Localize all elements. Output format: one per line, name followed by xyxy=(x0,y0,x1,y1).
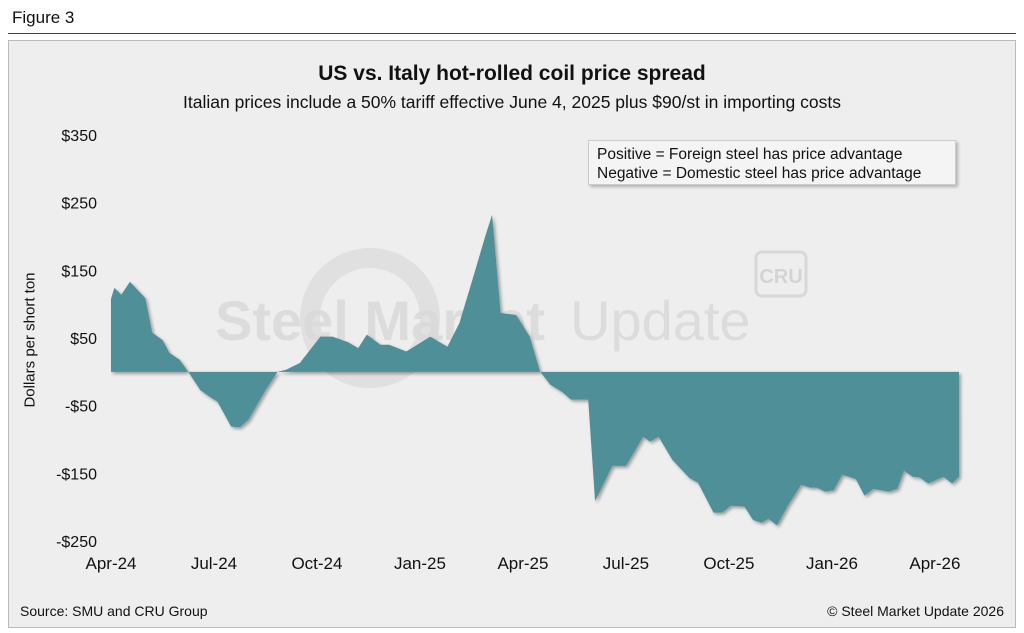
x-tick-label: Jan-26 xyxy=(806,554,858,573)
figure-label: Figure 3 xyxy=(12,8,75,27)
cru-badge xyxy=(754,250,808,298)
x-tick-label: Oct-25 xyxy=(703,554,754,573)
y-tick-label: $150 xyxy=(61,263,97,280)
y-tick-label: -$50 xyxy=(65,399,97,416)
cru-badge-text: CRU xyxy=(759,266,802,288)
legend-negative: Negative = Domestic steel has price adva… xyxy=(597,165,922,182)
header-divider xyxy=(8,33,1016,34)
y-tick-label: -$150 xyxy=(56,466,97,483)
x-tick-label: Apr-26 xyxy=(909,554,960,573)
x-tick-label: Jul-25 xyxy=(603,554,649,573)
spread-area xyxy=(111,214,959,526)
x-tick-label: Apr-24 xyxy=(85,554,136,573)
copyright-note: © Steel Market Update 2026 xyxy=(827,603,1004,619)
y-tick-label: $250 xyxy=(61,196,97,213)
x-tick-label: Jul-24 xyxy=(191,554,237,573)
legend-box: Positive = Foreign steel has price advan… xyxy=(588,140,956,185)
chart-subtitle: Italian prices include a 50% tariff effe… xyxy=(183,92,841,112)
y-axis-title: Dollars per short ton xyxy=(21,272,39,408)
source-note: Source: SMU and CRU Group xyxy=(20,603,208,619)
chart-title: US vs. Italy hot-rolled coil price sprea… xyxy=(318,62,706,85)
legend-positive: Positive = Foreign steel has price advan… xyxy=(597,146,903,163)
y-tick-label: -$250 xyxy=(56,534,97,551)
watermark-text: Update xyxy=(570,289,751,352)
y-tick-label: $350 xyxy=(61,128,97,145)
x-tick-label: Apr-25 xyxy=(497,554,548,573)
y-tick-label: $50 xyxy=(70,331,97,348)
x-tick-label: Jan-25 xyxy=(394,554,446,573)
x-tick-label: Oct-24 xyxy=(291,554,342,573)
